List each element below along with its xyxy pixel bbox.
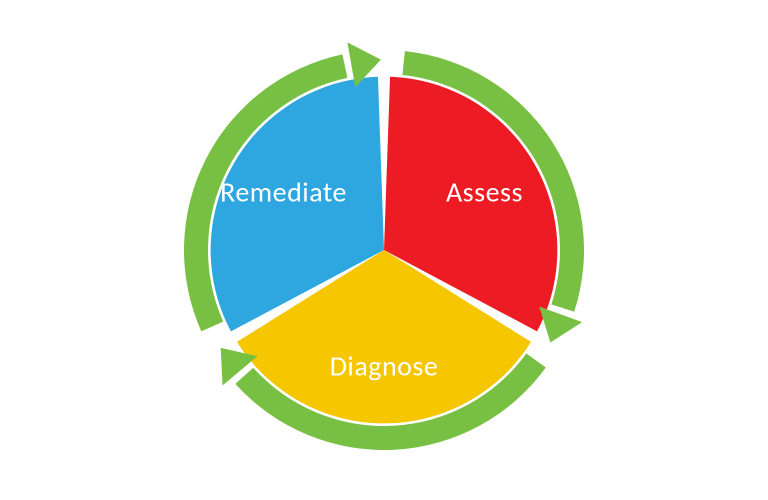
cycle-svg [0, 0, 768, 500]
label-assess: Assess [446, 175, 523, 210]
cycle-diagram: Assess Diagnose Remediate [0, 0, 768, 500]
ring-arrow-assess [539, 307, 582, 343]
label-diagnose: Diagnose [330, 349, 439, 384]
label-remediate: Remediate [220, 175, 347, 210]
